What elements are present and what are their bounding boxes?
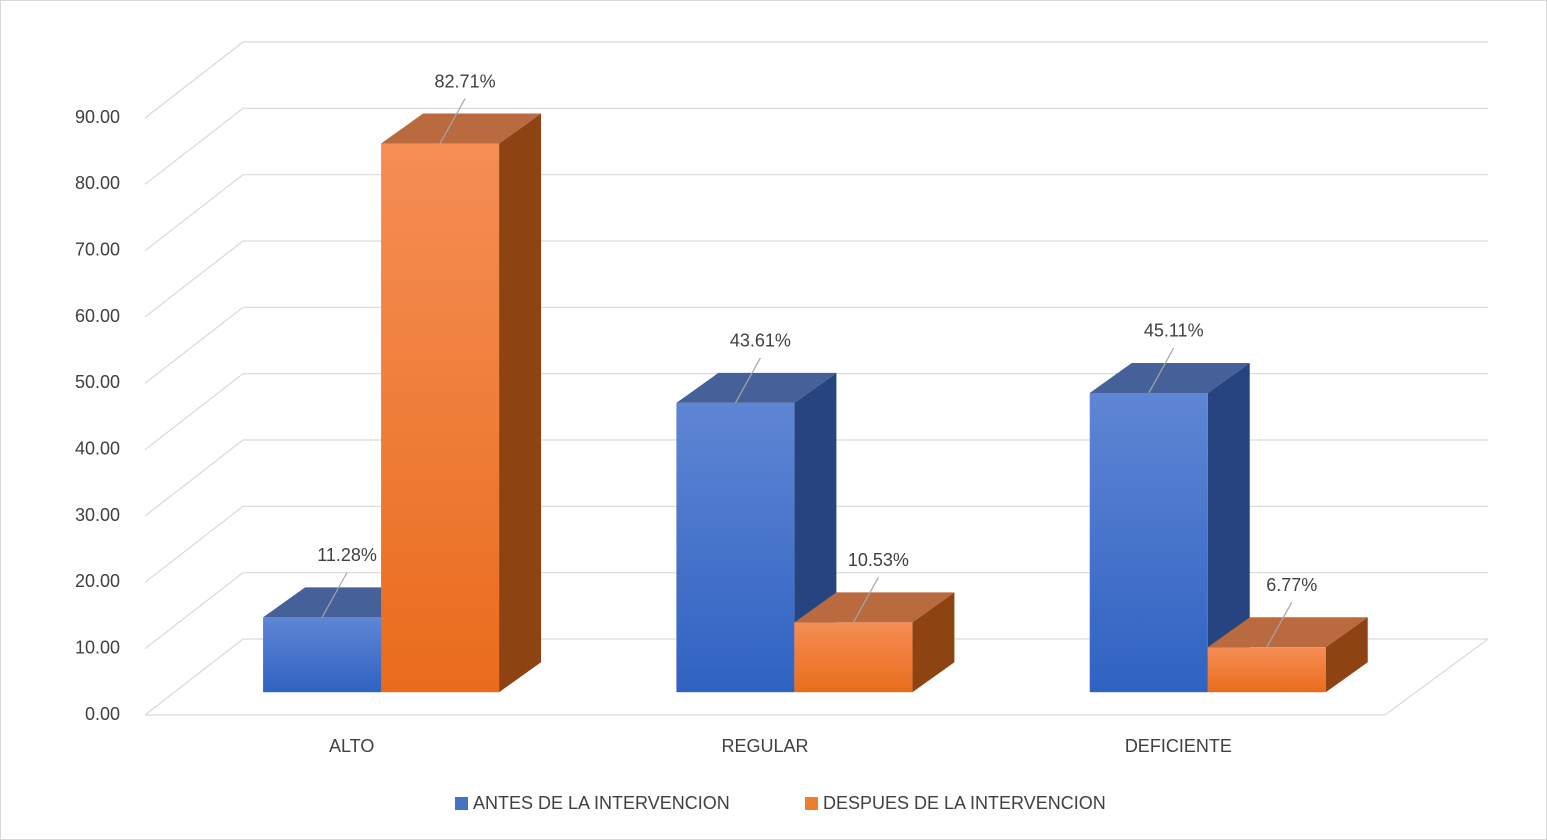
bar-top bbox=[1207, 617, 1368, 648]
bar-side bbox=[1325, 617, 1368, 693]
bar-top bbox=[381, 113, 542, 144]
x-tick-label: DEFICIENTE bbox=[1125, 736, 1232, 756]
y-tick-label: 10.00 bbox=[75, 637, 120, 657]
grid-line bbox=[144, 373, 244, 451]
bar bbox=[381, 143, 500, 693]
y-tick-label: 80.00 bbox=[75, 173, 120, 193]
bar-top bbox=[794, 592, 955, 623]
data-label: 82.71% bbox=[435, 71, 496, 91]
grid-line bbox=[144, 505, 244, 583]
leader-line bbox=[1266, 602, 1293, 648]
bar-top bbox=[676, 372, 837, 403]
bar-side bbox=[1207, 362, 1250, 693]
bar bbox=[263, 617, 382, 693]
grid-line bbox=[144, 107, 244, 185]
bar bbox=[676, 402, 795, 693]
leader-line bbox=[321, 572, 348, 618]
bar-side bbox=[912, 592, 955, 693]
y-tick-label: 50.00 bbox=[75, 372, 120, 392]
grid-line bbox=[144, 572, 244, 650]
bar bbox=[794, 622, 913, 693]
y-tick-label: 70.00 bbox=[75, 239, 120, 259]
grid-line bbox=[144, 638, 244, 716]
bar-side bbox=[499, 113, 542, 693]
y-tick-label: 20.00 bbox=[75, 571, 120, 591]
legend-label: ANTES DE LA INTERVENCION bbox=[473, 793, 730, 813]
legend-label: DESPUES DE LA INTERVENCION bbox=[823, 793, 1106, 813]
x-tick-label: REGULAR bbox=[721, 736, 808, 756]
bar bbox=[1207, 647, 1326, 693]
grid-line bbox=[144, 174, 244, 252]
x-tick-label: ALTO bbox=[329, 736, 374, 756]
y-tick-label: 60.00 bbox=[75, 306, 120, 326]
grid-line bbox=[144, 240, 244, 318]
leader-line bbox=[734, 357, 761, 404]
grid-line bbox=[144, 306, 244, 384]
legend-swatch bbox=[805, 797, 818, 810]
y-tick-label: 30.00 bbox=[75, 505, 120, 525]
data-label: 43.61% bbox=[730, 331, 791, 351]
data-label: 6.77% bbox=[1266, 575, 1317, 595]
data-label: 11.28% bbox=[317, 545, 377, 565]
leader-line bbox=[1148, 347, 1175, 394]
grid-line bbox=[144, 41, 244, 119]
legend-swatch bbox=[455, 797, 468, 810]
grid-line bbox=[144, 439, 244, 517]
y-tick-label: 90.00 bbox=[75, 107, 120, 127]
data-label: 45.11% bbox=[1144, 321, 1204, 341]
leader-line bbox=[852, 577, 879, 623]
bar bbox=[1089, 392, 1208, 693]
bar-top bbox=[1089, 362, 1250, 393]
y-tick-label: 0.00 bbox=[85, 704, 120, 724]
data-label: 10.53% bbox=[848, 550, 909, 570]
floor-edge bbox=[1384, 638, 1489, 716]
leader-line bbox=[439, 98, 466, 144]
y-tick-label: 40.00 bbox=[75, 438, 120, 458]
